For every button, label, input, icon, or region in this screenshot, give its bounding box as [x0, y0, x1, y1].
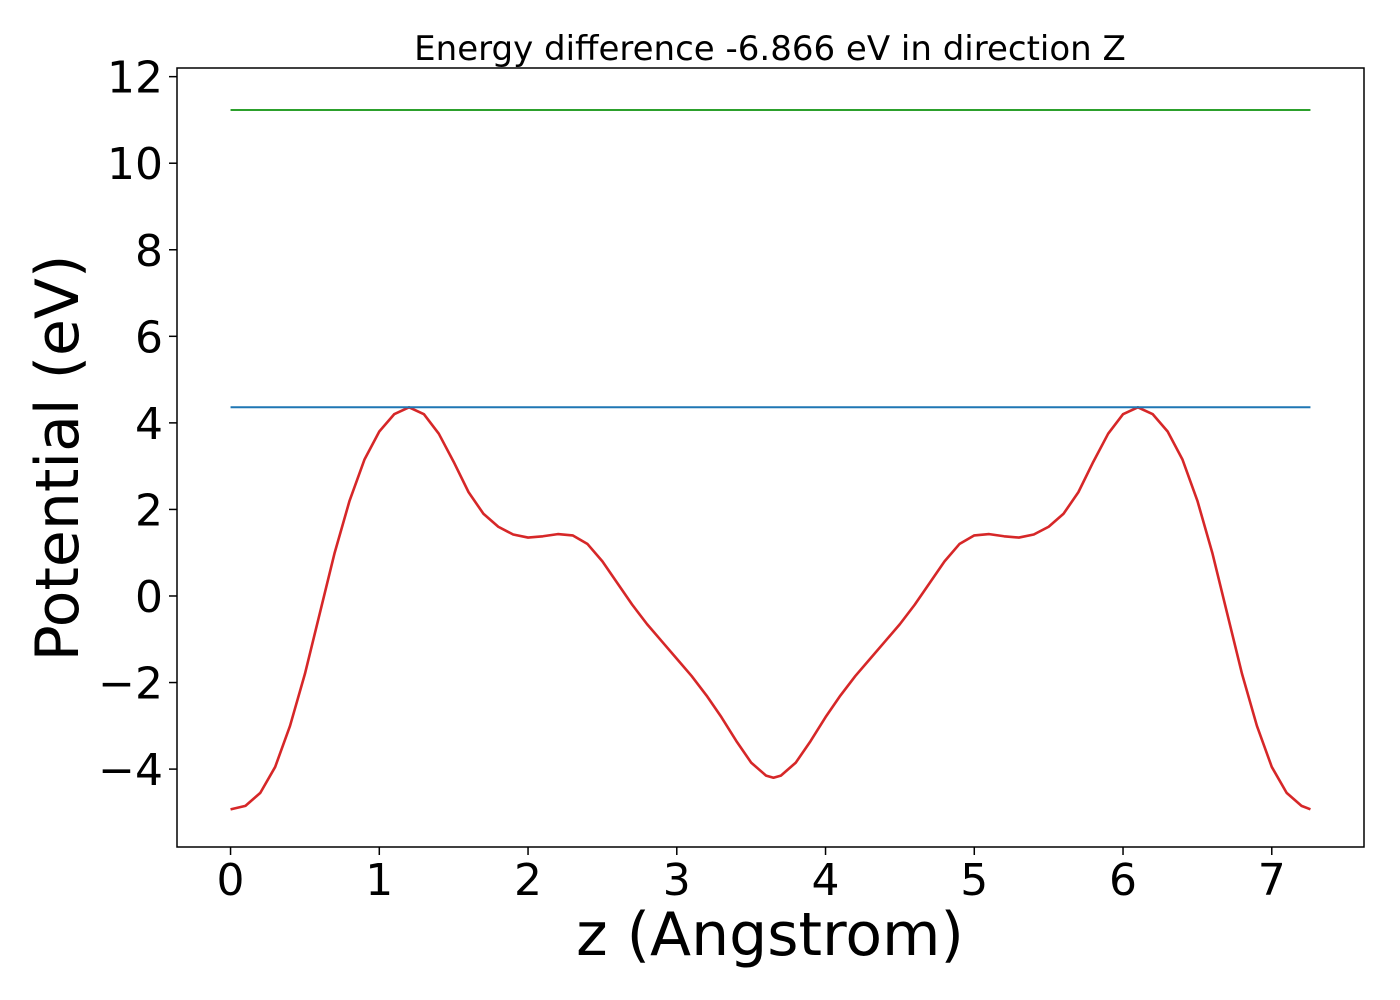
- y-tick-label: 2: [135, 485, 163, 536]
- plot-frame: [176, 67, 1365, 848]
- y-tick-label: −4: [98, 745, 163, 796]
- y-tick-label: 0: [135, 572, 163, 623]
- chart-title: Energy difference -6.866 eV in direction…: [414, 29, 1126, 69]
- y-tick-label: 10: [107, 139, 163, 190]
- x-tick-label: 2: [514, 855, 542, 906]
- x-tick-label: 4: [812, 855, 840, 906]
- y-tick-label: −2: [98, 659, 163, 710]
- x-tick-label: 1: [365, 855, 393, 906]
- y-tick-label: 12: [107, 53, 163, 104]
- x-axis: 0 1 2 3 4 5 6 7: [217, 847, 1286, 906]
- potential-curve-0: [230, 406, 1311, 811]
- y-tick-label: 8: [135, 226, 163, 277]
- x-tick-label: 5: [960, 855, 988, 906]
- y-tick-label: 4: [135, 399, 163, 450]
- y-axis: −4 −2 0 2 4 6 8 10 12: [98, 53, 177, 796]
- x-tick-label: 6: [1109, 855, 1137, 906]
- y-tick-label: 6: [135, 312, 163, 363]
- x-axis-title: z (Angstrom): [576, 900, 964, 970]
- x-tick-label: 0: [217, 855, 245, 906]
- y-axis-title: Potential (eV): [23, 255, 93, 662]
- x-tick-label: 3: [663, 855, 691, 906]
- x-tick-label: 7: [1258, 855, 1286, 906]
- series-layer: [230, 108, 1311, 811]
